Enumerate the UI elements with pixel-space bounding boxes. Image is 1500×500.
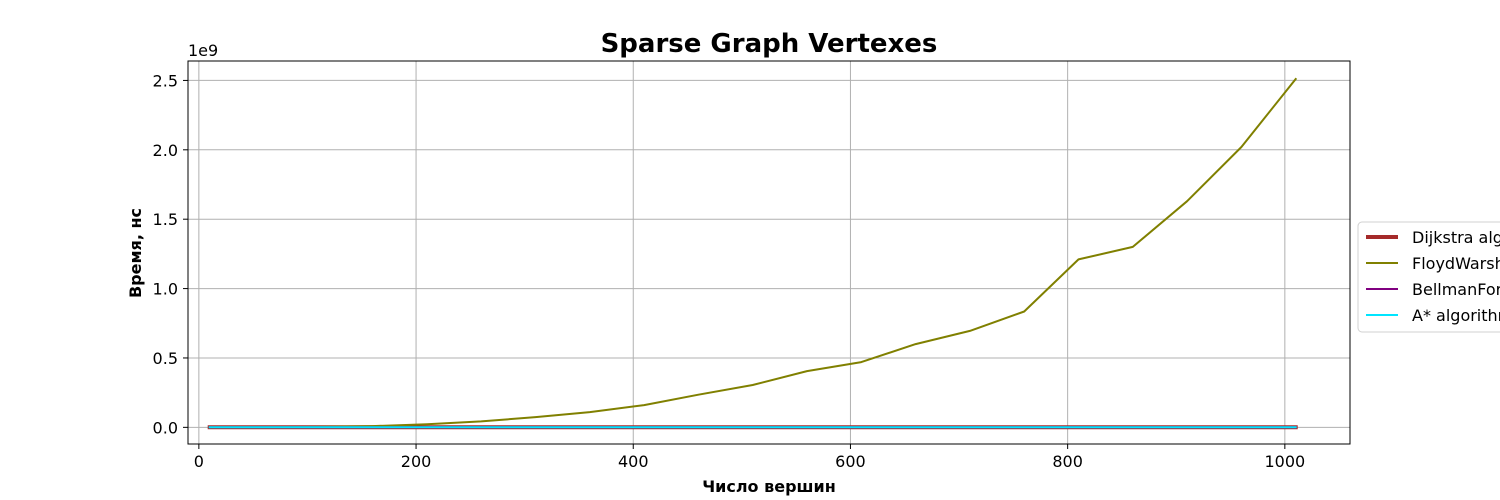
chart-title: Sparse Graph Vertexes <box>601 29 938 59</box>
plot-series <box>207 77 1298 430</box>
x-tick-label: 1000 <box>1264 452 1305 471</box>
y-axis-label: Время, нс <box>126 208 145 298</box>
y-tick-label: 1.5 <box>153 210 178 229</box>
plot-frame <box>187 60 1351 445</box>
x-tick-label: 800 <box>1052 452 1083 471</box>
x-tick-label: 0 <box>194 452 204 471</box>
y-tick-label: 0.5 <box>153 349 178 368</box>
y-tick-label: 0.0 <box>153 418 178 437</box>
x-tick-label: 400 <box>618 452 649 471</box>
series-line-floydwarshall-algorithm <box>208 77 1298 429</box>
legend-label-dijkstra-algorithm: Dijkstra algorithm <box>1412 228 1500 247</box>
x-axis-label: Число вершин <box>702 477 836 496</box>
x-tick-label: 200 <box>401 452 432 471</box>
y-tick-label: 2.5 <box>153 71 178 90</box>
legend: Dijkstra algorithm FloydWarshall algorith… <box>1357 221 1500 333</box>
x-tick-label: 600 <box>835 452 866 471</box>
legend-label-floydwarshall-algorithm: FloydWarshall algorithm <box>1412 254 1500 273</box>
y-tick-label: 1.0 <box>153 280 178 299</box>
legend-items: Dijkstra algorithm FloydWarshall algorith… <box>1366 228 1500 325</box>
y-axis-offset-text: 1e9 <box>188 41 218 60</box>
legend-label-a-algorithm: A* algorithm <box>1412 306 1500 325</box>
axis-ticks: 0 200 400 600 800 1000 0.0 0.5 1.0 1.5 2.0 2.5 <box>153 71 1306 471</box>
legend-box <box>1357 221 1500 333</box>
legend-label-bellmanford-algorithm: BellmanFord algorithm <box>1412 280 1500 299</box>
y-tick-label: 2.0 <box>153 141 178 160</box>
